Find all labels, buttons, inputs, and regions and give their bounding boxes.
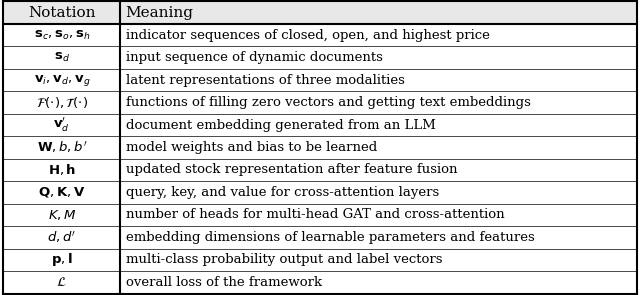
Text: Meaning: Meaning bbox=[125, 6, 193, 20]
Text: $\mathbf{W}, b, b^{\prime}$: $\mathbf{W}, b, b^{\prime}$ bbox=[36, 140, 87, 155]
Text: overall loss of the framework: overall loss of the framework bbox=[125, 276, 322, 289]
Text: query, key, and value for cross-attention layers: query, key, and value for cross-attentio… bbox=[125, 186, 439, 199]
Text: $\mathcal{F}(\cdot), \mathcal{T}(\cdot)$: $\mathcal{F}(\cdot), \mathcal{T}(\cdot)$ bbox=[36, 95, 88, 110]
Text: input sequence of dynamic documents: input sequence of dynamic documents bbox=[125, 51, 383, 64]
Bar bbox=[3, 1, 637, 24]
Text: $K, M$: $K, M$ bbox=[47, 208, 76, 222]
Text: embedding dimensions of learnable parameters and features: embedding dimensions of learnable parame… bbox=[125, 231, 534, 244]
Text: $d, d^{\prime}$: $d, d^{\prime}$ bbox=[47, 230, 76, 245]
Text: $\mathbf{Q}, \mathbf{K}, \mathbf{V}$: $\mathbf{Q}, \mathbf{K}, \mathbf{V}$ bbox=[38, 186, 86, 199]
Text: updated stock representation after feature fusion: updated stock representation after featu… bbox=[125, 163, 457, 176]
Text: number of heads for multi-head GAT and cross-attention: number of heads for multi-head GAT and c… bbox=[125, 208, 504, 221]
Text: latent representations of three modalities: latent representations of three modaliti… bbox=[125, 74, 404, 87]
Text: functions of filling zero vectors and getting text embeddings: functions of filling zero vectors and ge… bbox=[125, 96, 531, 109]
Text: $\mathbf{s}_d$: $\mathbf{s}_d$ bbox=[54, 51, 70, 64]
Text: model weights and bias to be learned: model weights and bias to be learned bbox=[125, 141, 377, 154]
Text: $\mathbf{s}_c, \mathbf{s}_o, \mathbf{s}_h$: $\mathbf{s}_c, \mathbf{s}_o, \mathbf{s}_… bbox=[34, 29, 90, 42]
Text: multi-class probability output and label vectors: multi-class probability output and label… bbox=[125, 253, 442, 266]
Text: $\mathbf{v}_d^{\prime}$: $\mathbf{v}_d^{\prime}$ bbox=[54, 116, 70, 134]
Text: indicator sequences of closed, open, and highest price: indicator sequences of closed, open, and… bbox=[125, 29, 490, 42]
Text: $\mathbf{p}, \mathbf{l}$: $\mathbf{p}, \mathbf{l}$ bbox=[51, 251, 73, 268]
Text: document embedding generated from an LLM: document embedding generated from an LLM bbox=[125, 119, 435, 132]
Text: $\mathbf{v}_i, \mathbf{v}_d, \mathbf{v}_g$: $\mathbf{v}_i, \mathbf{v}_d, \mathbf{v}_… bbox=[33, 73, 90, 88]
Text: Notation: Notation bbox=[28, 6, 95, 20]
Text: $\mathbf{H}, \mathbf{h}$: $\mathbf{H}, \mathbf{h}$ bbox=[47, 163, 76, 178]
Text: $\mathcal{L}$: $\mathcal{L}$ bbox=[56, 276, 67, 289]
